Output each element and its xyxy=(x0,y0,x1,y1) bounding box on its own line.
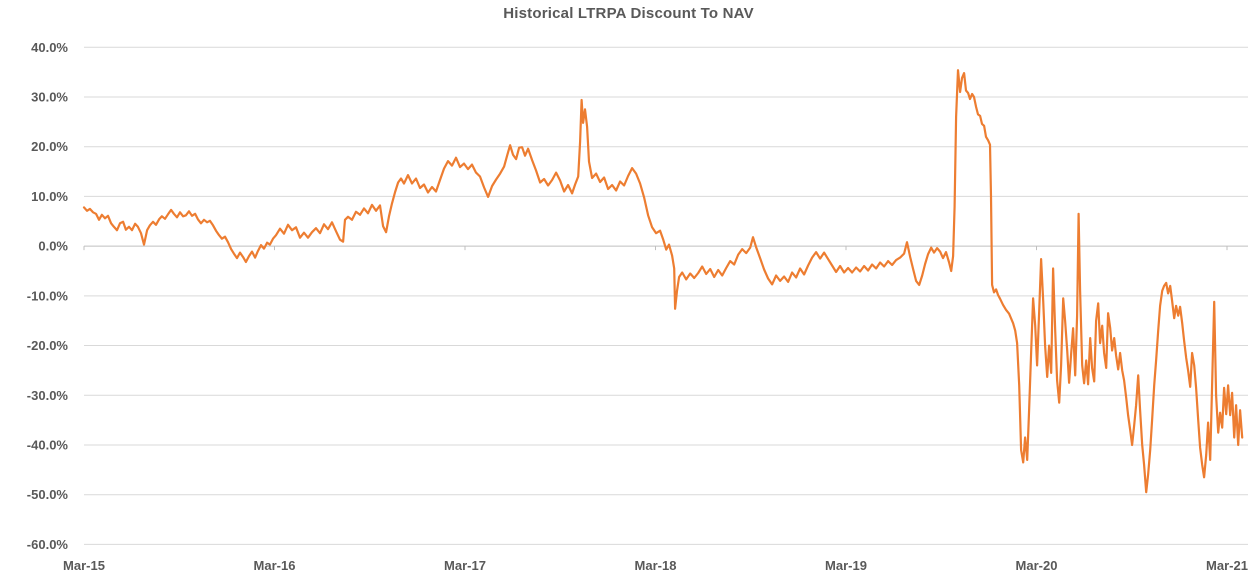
y-tick-label: 30.0% xyxy=(31,90,68,105)
y-tick-label: 10.0% xyxy=(31,189,68,204)
x-tick-label: Mar-19 xyxy=(825,558,867,573)
y-tick-label: -60.0% xyxy=(27,537,69,552)
x-tick-label: Mar-20 xyxy=(1016,558,1058,573)
x-tick-label: Mar-16 xyxy=(254,558,296,573)
x-tick-label: Mar-15 xyxy=(63,558,105,573)
y-tick-label: 0.0% xyxy=(38,239,68,254)
y-tick-label: -10.0% xyxy=(27,288,69,303)
y-tick-label: -50.0% xyxy=(27,487,69,502)
chart-title: Historical LTRPA Discount To NAV xyxy=(503,5,754,22)
gridlines xyxy=(84,46,1248,545)
y-tick-label: -30.0% xyxy=(27,388,69,403)
x-tick-label: Mar-18 xyxy=(635,558,677,573)
y-tick-label: -40.0% xyxy=(27,437,69,452)
y-tick-label: 40.0% xyxy=(31,40,68,55)
y-tick-label: 20.0% xyxy=(31,139,68,154)
x-tick-label: Mar-17 xyxy=(444,558,486,573)
x-tick-label: Mar-21 xyxy=(1206,558,1248,573)
x-axis xyxy=(83,246,1228,251)
series-line xyxy=(82,69,1244,494)
y-tick-label: -20.0% xyxy=(27,338,69,353)
x-tick-labels: Mar-15 Mar-16 Mar-17 Mar-18 Mar-19 Mar-20 Mar-… xyxy=(63,558,1248,573)
y-tick-labels: 40.0% 30.0% 20.0% 10.0% 0.0% -10.0% -20.0% -30.… xyxy=(27,40,69,552)
